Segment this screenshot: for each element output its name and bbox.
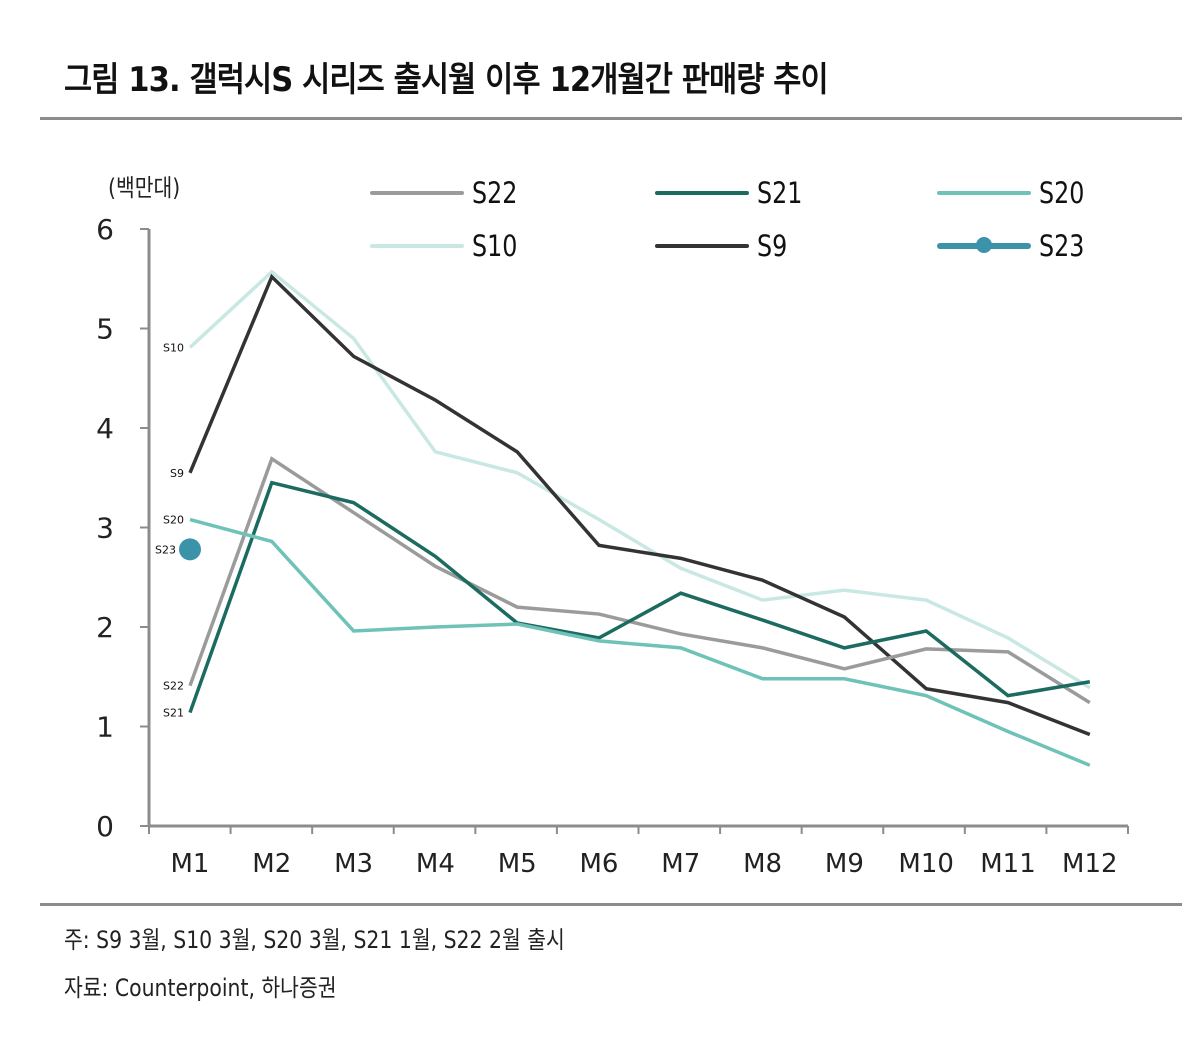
x-tick-label: M3	[334, 849, 373, 879]
legend-line	[655, 191, 749, 195]
x-tick-label: M12	[1062, 849, 1118, 879]
x-tick-label: M8	[743, 849, 782, 879]
y-tick-label: 2	[96, 611, 114, 644]
series-start-label-s20: S20	[163, 514, 184, 527]
series-start-label-s9: S9	[170, 467, 184, 480]
x-tick-label: M5	[498, 849, 537, 879]
footnote-source: 자료: Counterpoint, 하나증권	[64, 974, 337, 1002]
legend-item-s20: S20	[937, 173, 1094, 213]
axes: 0 1 2 3 4 5 6 M1 M2 M3 M4 M5 M6 M7 M8 M9 M10 M11 M12	[96, 213, 1129, 879]
x-tick-label: M9	[825, 849, 864, 879]
series-start-label-s10: S10	[163, 341, 184, 354]
legend-item-s9: S9	[655, 226, 794, 266]
figure-title: 그림 13. 갤럭시S 시리즈 출시월 이후 12개월간 판매량 추이	[64, 60, 829, 100]
legend-line	[370, 191, 464, 195]
series-start-label-s23: S23	[155, 543, 176, 556]
legend-marker-dot	[976, 237, 992, 253]
legend-label: S23	[1039, 229, 1085, 263]
x-tick-label: M6	[580, 849, 619, 879]
legend-label: S20	[1039, 176, 1085, 210]
legend-label: S21	[757, 176, 803, 210]
x-tick-label: M1	[171, 849, 210, 879]
series-group	[179, 269, 1091, 767]
legend-item-s21: S21	[655, 173, 812, 213]
series-line-s20	[189, 517, 1091, 767]
y-tick-label: 1	[96, 711, 114, 744]
y-tick-label: 0	[96, 810, 114, 843]
data-point-s23	[179, 538, 201, 561]
x-tick-label: M10	[898, 849, 954, 879]
legend-item-s23: S23	[937, 226, 1094, 266]
x-tick-label: M7	[661, 849, 700, 879]
legend-label: S22	[472, 176, 518, 210]
x-tick-label: M4	[416, 849, 455, 879]
series-line-s22	[188, 456, 1091, 705]
legend-swatch-s21	[655, 173, 749, 213]
line-chart: 0 1 2 3 4 5 6 M1 M2 M3 M4 M5 M6 M7 M8 M9 M10 M11 M12 S10 S9…	[96, 213, 1129, 879]
series-line-s9	[188, 273, 1091, 737]
legend-line	[370, 244, 464, 248]
y-tick-label: 6	[96, 213, 114, 246]
legend-line	[655, 244, 749, 248]
series-line-s10	[188, 269, 1091, 690]
footnote-note: 주: S9 3월, S10 3월, S20 3월, S21 1월, S22 2월…	[64, 926, 565, 954]
legend-item-s10: S10	[370, 226, 527, 266]
legend-item-s22: S22	[370, 173, 527, 213]
series-line-s21	[188, 480, 1091, 714]
y-tick-label: 5	[96, 313, 114, 346]
y-axis-unit-label: (백만대)	[108, 174, 181, 202]
series-start-label-s21: S21	[163, 707, 184, 720]
legend-swatch-s9	[655, 226, 749, 266]
top-divider	[40, 117, 1182, 120]
legend-label: S9	[757, 229, 788, 263]
bottom-divider	[40, 903, 1182, 906]
legend-swatch-s23	[937, 226, 1031, 266]
x-tick-label: M2	[252, 849, 291, 879]
legend-swatch-s20	[937, 173, 1031, 213]
series-start-label-s22: S22	[163, 680, 184, 693]
legend-swatch-s10	[370, 226, 464, 266]
legend-swatch-s22	[370, 173, 464, 213]
x-tick-label: M11	[980, 849, 1036, 879]
legend-label: S10	[472, 229, 518, 263]
y-tick-label: 4	[96, 412, 114, 445]
legend-line	[937, 191, 1031, 195]
series-start-labels: S10 S9 S20 S23 S22 S21	[155, 341, 184, 719]
y-tick-label: 3	[96, 512, 114, 545]
